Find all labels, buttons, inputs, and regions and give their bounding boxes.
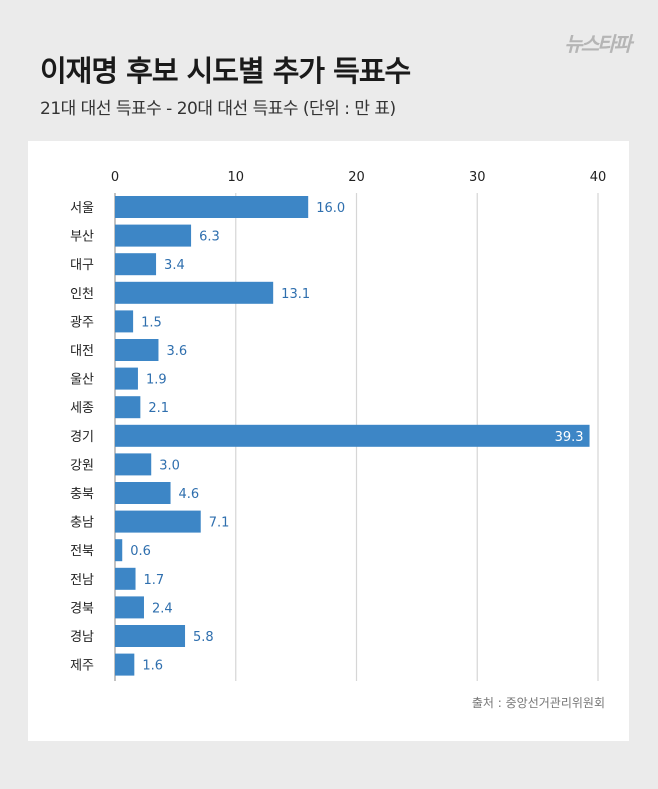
chart-card: 0 10 20 30 40 서울 16.0 부산 6.3 대구 3.4 인천 13.1 광주 1.5 대전 3.… <box>28 141 629 741</box>
brand-logo: 뉴스타파 <box>564 32 632 56</box>
source-note: 출처 : 중앙선거관리위원회 <box>471 696 605 710</box>
value-label: 3.6 <box>166 344 187 359</box>
value-label: 7.1 <box>209 516 230 531</box>
bar <box>115 453 152 476</box>
value-label: 4.6 <box>179 487 200 502</box>
value-label: 3.0 <box>159 458 180 473</box>
category-label: 경기 <box>70 430 94 445</box>
category-label: 대구 <box>70 258 94 273</box>
bar <box>115 539 123 562</box>
bar <box>115 281 274 304</box>
bar <box>115 396 141 419</box>
bar <box>115 196 309 218</box>
value-label: 1.5 <box>141 315 162 330</box>
category-label: 광주 <box>70 315 94 330</box>
value-label: 6.3 <box>199 230 220 245</box>
value-label: 1.6 <box>142 659 163 674</box>
value-label: 0.6 <box>130 544 151 559</box>
bar <box>115 510 201 533</box>
value-label: 13.1 <box>281 287 310 302</box>
category-label: 전남 <box>70 573 94 588</box>
bar <box>115 596 144 619</box>
category-label: 전북 <box>70 544 94 559</box>
x-tick-label: 30 <box>469 170 486 185</box>
bar <box>115 424 590 447</box>
category-label: 울산 <box>70 373 94 388</box>
category-label: 강원 <box>70 458 94 473</box>
bar <box>115 310 134 333</box>
chart-title: 이재명 후보 시도별 추가 득표수 <box>40 54 411 88</box>
category-label: 충북 <box>70 487 94 502</box>
category-label: 충남 <box>70 516 94 531</box>
x-tick-label: 0 <box>111 170 119 185</box>
category-label: 대전 <box>70 344 94 359</box>
bar <box>115 482 171 504</box>
bar <box>115 367 138 390</box>
bar <box>115 625 186 647</box>
value-label: 5.8 <box>193 630 214 645</box>
bar <box>115 653 135 676</box>
value-label: 39.3 <box>555 430 584 445</box>
bar <box>115 339 159 361</box>
value-label: 16.0 <box>316 201 345 216</box>
value-label: 3.4 <box>164 258 185 273</box>
bar <box>115 253 157 276</box>
category-label: 경남 <box>70 630 94 645</box>
bar <box>115 567 136 590</box>
value-label: 1.9 <box>146 373 167 388</box>
category-label: 세종 <box>70 401 94 416</box>
bar <box>115 224 192 247</box>
value-label: 2.4 <box>152 601 173 616</box>
chart-subtitle: 21대 대선 득표수 - 20대 대선 득표수 (단위 : 만 표) <box>40 99 396 119</box>
category-label: 제주 <box>70 659 94 674</box>
value-label: 2.1 <box>148 401 169 416</box>
category-label: 부산 <box>70 230 94 245</box>
value-label: 1.7 <box>144 573 165 588</box>
x-tick-label: 20 <box>348 170 365 185</box>
category-label: 인천 <box>70 287 94 302</box>
bar-chart: 0 10 20 30 40 서울 16.0 부산 6.3 대구 3.4 인천 13.1 광주 1.5 대전 3.… <box>70 170 607 681</box>
x-tick-label: 10 <box>227 170 244 185</box>
x-tick-label: 40 <box>590 170 607 185</box>
category-label: 경북 <box>70 601 94 616</box>
category-label: 서울 <box>70 201 94 216</box>
